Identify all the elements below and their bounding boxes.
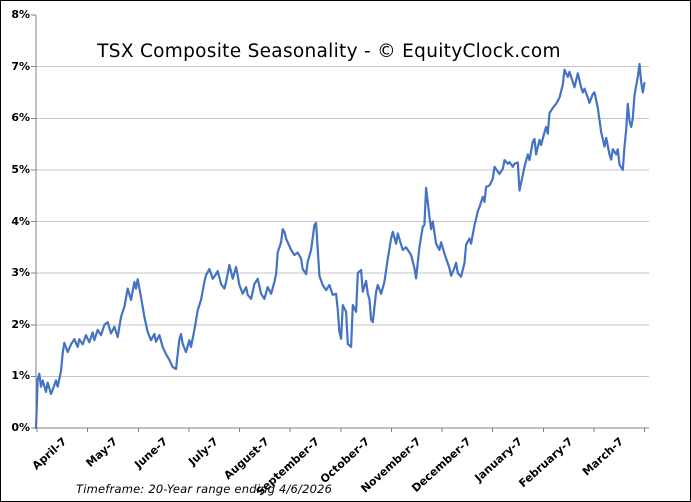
chart-title: TSX Composite Seasonality - © EquityCloc… bbox=[97, 41, 561, 62]
y-axis-label: 6% bbox=[11, 111, 30, 125]
y-axis-label: 7% bbox=[11, 59, 30, 73]
y-axis-label: 1% bbox=[11, 369, 30, 383]
y-axis-label: 3% bbox=[11, 266, 30, 280]
y-axis-label: 5% bbox=[11, 162, 30, 176]
y-axis-label: 2% bbox=[11, 317, 30, 331]
y-axis-label: 0% bbox=[11, 421, 30, 434]
y-axis-label: 4% bbox=[11, 214, 30, 228]
y-axis-label: 8% bbox=[11, 8, 30, 21]
series-line bbox=[34, 62, 646, 430]
timeframe-footnote: Timeframe: 20-Year range ending 4/6/2026 bbox=[76, 482, 333, 496]
